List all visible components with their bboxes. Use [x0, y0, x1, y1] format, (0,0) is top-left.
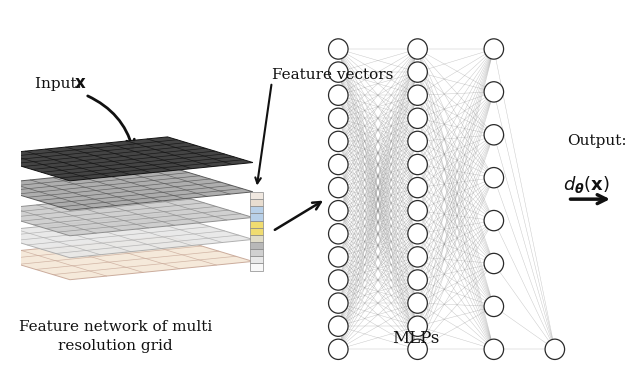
- Ellipse shape: [484, 39, 504, 59]
- Ellipse shape: [328, 39, 348, 59]
- Ellipse shape: [408, 154, 428, 175]
- Ellipse shape: [328, 224, 348, 244]
- Ellipse shape: [408, 293, 428, 313]
- Ellipse shape: [484, 125, 504, 145]
- Ellipse shape: [484, 296, 504, 317]
- Ellipse shape: [484, 210, 504, 231]
- Ellipse shape: [328, 293, 348, 313]
- Ellipse shape: [408, 108, 428, 128]
- Ellipse shape: [328, 247, 348, 267]
- Text: MLPs: MLPs: [392, 331, 440, 348]
- Bar: [250, 221, 263, 228]
- Ellipse shape: [328, 200, 348, 221]
- Polygon shape: [0, 192, 253, 236]
- Ellipse shape: [408, 62, 428, 82]
- Ellipse shape: [408, 39, 428, 59]
- Bar: [250, 256, 263, 263]
- Bar: [250, 192, 263, 199]
- Ellipse shape: [328, 62, 348, 82]
- Polygon shape: [0, 214, 253, 258]
- Ellipse shape: [408, 270, 428, 290]
- Polygon shape: [0, 236, 253, 280]
- Ellipse shape: [408, 316, 428, 337]
- Ellipse shape: [408, 131, 428, 152]
- Ellipse shape: [328, 316, 348, 337]
- Ellipse shape: [484, 168, 504, 188]
- Ellipse shape: [408, 85, 428, 106]
- Bar: [250, 242, 263, 249]
- Polygon shape: [0, 137, 253, 181]
- Ellipse shape: [408, 339, 428, 359]
- Bar: [250, 213, 263, 221]
- Ellipse shape: [408, 224, 428, 244]
- Text: Feature vectors: Feature vectors: [272, 68, 393, 82]
- Ellipse shape: [328, 108, 348, 128]
- Ellipse shape: [408, 247, 428, 267]
- Ellipse shape: [328, 131, 348, 152]
- Ellipse shape: [328, 339, 348, 359]
- Text: Output:: Output:: [567, 134, 627, 148]
- Ellipse shape: [484, 82, 504, 102]
- Ellipse shape: [328, 85, 348, 106]
- Ellipse shape: [408, 177, 428, 198]
- Ellipse shape: [408, 200, 428, 221]
- Bar: [250, 235, 263, 242]
- Text: $\mathbf{x}$: $\mathbf{x}$: [74, 75, 86, 92]
- Polygon shape: [0, 166, 253, 210]
- Bar: [250, 228, 263, 235]
- Ellipse shape: [328, 270, 348, 290]
- Ellipse shape: [484, 339, 504, 359]
- Ellipse shape: [328, 154, 348, 175]
- Ellipse shape: [484, 254, 504, 274]
- Text: Feature network of multi
resolution grid: Feature network of multi resolution grid: [19, 320, 212, 353]
- Text: Input:: Input:: [35, 77, 86, 91]
- Ellipse shape: [328, 177, 348, 198]
- Ellipse shape: [545, 339, 564, 359]
- Bar: [250, 206, 263, 213]
- Bar: [250, 199, 263, 206]
- Bar: [250, 263, 263, 270]
- Bar: [250, 249, 263, 256]
- Text: $d_{\boldsymbol{\theta}}(\mathbf{x})$: $d_{\boldsymbol{\theta}}(\mathbf{x})$: [563, 174, 609, 195]
